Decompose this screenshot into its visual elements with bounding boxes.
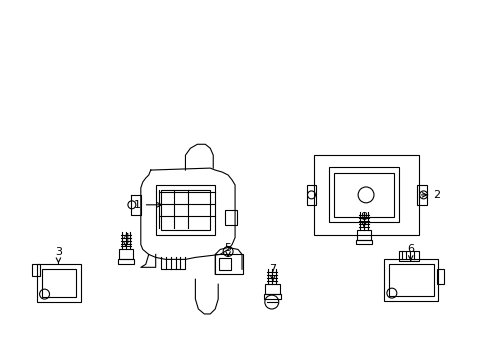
Text: 4: 4 [122,233,129,246]
Bar [224,210,237,225]
Bar [37,264,81,302]
Bar [155,185,215,235]
Bar [41,269,76,297]
Bar [328,167,398,222]
Bar [398,251,418,261]
Bar [264,284,279,294]
Bar [119,249,133,260]
Bar [388,264,433,296]
Bar [355,239,371,244]
Bar [416,185,426,205]
Text: 8: 8 [360,212,367,227]
Bar [264,294,280,299]
Bar [161,190,210,230]
Text: 7: 7 [269,264,276,280]
Text: 1: 1 [134,200,161,210]
Bar [219,258,231,270]
Bar [383,260,438,301]
Bar [314,155,418,235]
Bar [32,264,40,276]
Text: 5: 5 [224,243,231,256]
Bar [118,260,134,264]
Bar [356,230,370,239]
Bar [306,185,316,205]
Text: 2: 2 [421,190,440,200]
Text: 3: 3 [55,247,62,263]
Text: 6: 6 [407,244,413,260]
Bar [334,173,393,217]
Bar [436,269,444,284]
Bar [215,255,243,274]
